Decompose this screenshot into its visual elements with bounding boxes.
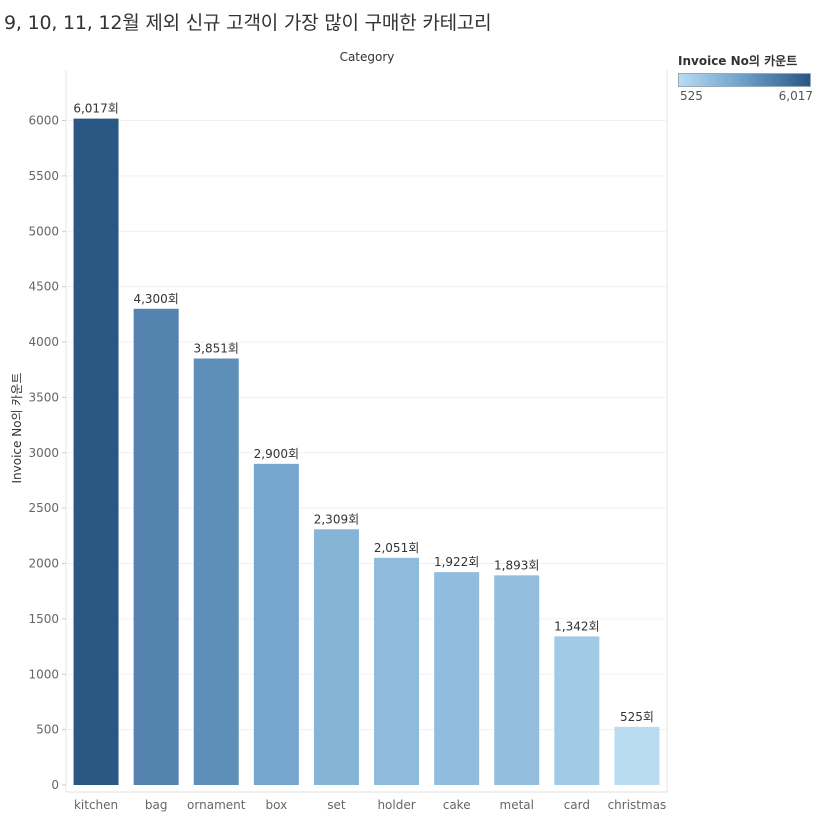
- color-legend: Invoice No의 카운트 525 6,017: [678, 52, 813, 105]
- y-axis-ticks: 0 500 1000 1500 2000 2500 3000 3500 4000 4500 5000…: [28, 114, 66, 792]
- legend-title: Invoice No의 카운트: [678, 54, 798, 68]
- data-label-holder: 2,051회: [374, 541, 419, 555]
- x-axis-title: Category: [340, 50, 395, 64]
- data-label-christmas: 525회: [620, 710, 654, 724]
- data-label-bag: 4,300회: [133, 292, 178, 306]
- y-tick-label: 4500: [28, 280, 59, 294]
- bar-christmas[interactable]: [614, 726, 660, 785]
- legend-min-label: 525: [680, 89, 703, 103]
- data-label-cake: 1,922회: [434, 555, 479, 569]
- legend-gradient: [678, 73, 811, 87]
- bars: [73, 118, 660, 785]
- bar-bag[interactable]: [133, 308, 179, 785]
- bar-box[interactable]: [253, 463, 299, 785]
- bar-kitchen[interactable]: [73, 118, 119, 785]
- x-axis-categories: kitchen bag ornament box set holder cake metal c…: [74, 798, 666, 812]
- category-label-box: box: [265, 798, 287, 812]
- y-tick-label: 0: [51, 778, 59, 792]
- category-label-cake: cake: [443, 798, 471, 812]
- bar-cake[interactable]: [434, 572, 480, 785]
- category-label-christmas: christmas: [608, 798, 667, 812]
- chart-title: 9, 10, 11, 12월 제외 신규 고객이 가장 많이 구매한 카테고리: [4, 12, 492, 34]
- category-label-card: card: [564, 798, 590, 812]
- y-tick-label: 5000: [28, 224, 59, 238]
- bar-holder[interactable]: [374, 557, 420, 785]
- bar-ornament[interactable]: [193, 358, 239, 785]
- y-tick-label: 2500: [28, 501, 59, 515]
- y-tick-label: 1000: [28, 667, 59, 681]
- category-label-metal: metal: [500, 798, 534, 812]
- data-label-box: 2,900회: [254, 447, 299, 461]
- category-label-ornament: ornament: [187, 798, 246, 812]
- y-tick-label: 4000: [28, 335, 59, 349]
- data-labels: 6,017회 4,300회 3,851회 2,900회 2,309회 2,051회 1,92…: [73, 102, 654, 724]
- y-tick-label: 5500: [28, 169, 59, 183]
- data-label-set: 2,309회: [314, 512, 359, 526]
- y-tick-label: 500: [36, 723, 59, 737]
- bar-card[interactable]: [554, 636, 600, 785]
- y-axis-title: Invoice No의 카운트: [10, 372, 24, 483]
- y-tick-label: 3000: [28, 446, 59, 460]
- legend-max-label: 6,017: [778, 89, 813, 103]
- y-tick-label: 1500: [28, 612, 59, 626]
- data-label-kitchen: 6,017회: [73, 102, 118, 116]
- category-label-holder: holder: [377, 798, 415, 812]
- bar-set[interactable]: [313, 529, 359, 785]
- category-label-bag: bag: [145, 798, 168, 812]
- category-label-kitchen: kitchen: [74, 798, 118, 812]
- bar-metal[interactable]: [494, 575, 540, 785]
- y-tick-label: 3500: [28, 390, 59, 404]
- data-label-metal: 1,893회: [494, 558, 539, 572]
- data-label-card: 1,342회: [554, 619, 599, 633]
- legend-range: 525 6,017: [678, 89, 813, 105]
- category-label-set: set: [327, 798, 346, 812]
- y-tick-label: 6000: [28, 114, 59, 128]
- y-tick-label: 2000: [28, 557, 59, 571]
- data-label-ornament: 3,851회: [194, 342, 239, 356]
